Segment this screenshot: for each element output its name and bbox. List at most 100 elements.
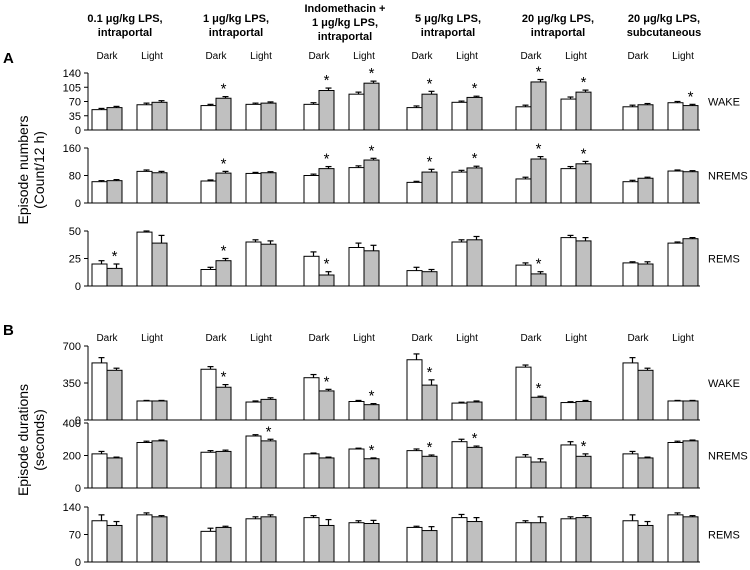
bar [245, 172, 262, 204]
panel-label-b: B [3, 322, 14, 339]
bar [348, 93, 365, 131]
bar [667, 442, 684, 489]
bar [451, 517, 468, 563]
bar [466, 239, 483, 287]
bar [560, 518, 577, 563]
bar [318, 168, 335, 204]
phase-label-dark: Dark [308, 51, 330, 62]
y-tick-label: 0 [75, 281, 81, 293]
bar [303, 255, 320, 287]
significance-star: * [112, 248, 118, 265]
phase-label-dark: Dark [96, 333, 118, 344]
bar [451, 402, 468, 421]
bar [575, 91, 592, 131]
state-label-rems: REMS [708, 530, 740, 542]
bar [200, 530, 217, 563]
y-tick-label: 140 [63, 502, 81, 514]
bar [260, 102, 277, 131]
condition-1-line1: 0.1 μg/kg LPS, [87, 13, 162, 25]
y-title-a-line1: Episode numbers [15, 116, 31, 225]
bar [637, 457, 654, 489]
bar [91, 181, 108, 204]
bar [466, 521, 483, 563]
bar [91, 362, 108, 421]
condition-3-line3: intraportal [318, 31, 372, 43]
bar [421, 530, 438, 563]
bar [245, 241, 262, 287]
bar [575, 163, 592, 204]
significance-star: * [581, 145, 587, 162]
significance-star: * [536, 256, 542, 273]
bar [530, 522, 547, 563]
bar [667, 400, 684, 421]
bar [260, 243, 277, 287]
significance-star: * [688, 88, 694, 105]
bar [515, 264, 532, 287]
y-title-b-line2: (seconds) [31, 409, 47, 470]
significance-star: * [427, 364, 433, 381]
significance-star: * [536, 380, 542, 397]
phase-label-dark: Dark [627, 51, 649, 62]
bar [363, 82, 380, 131]
subplot-a-wake: 0 35 70 105 140 WAKE * * * * * * * * [63, 64, 740, 137]
significance-star: * [221, 369, 227, 386]
y-tick-label: 0 [75, 483, 81, 495]
condition-6-line2: subcutaneous [627, 27, 702, 39]
bar [151, 242, 168, 287]
bar [637, 369, 654, 421]
bar [451, 101, 468, 131]
subplot-b-nrems: 0 200 400 NREMS * * * * * [63, 418, 748, 495]
phase-label-light: Light [672, 333, 694, 344]
bar [406, 359, 423, 421]
bar [466, 96, 483, 131]
condition-6-line1: 20 μg/kg LPS, [628, 13, 700, 25]
bar [215, 450, 232, 489]
bar [136, 514, 153, 563]
bar [260, 516, 277, 563]
phase-label-dark: Dark [96, 51, 118, 62]
bar [530, 81, 547, 131]
significance-star: * [369, 442, 375, 459]
state-label-nrems: NREMS [708, 171, 748, 183]
significance-star: * [472, 430, 478, 447]
bar [637, 524, 654, 563]
y-tick-label: 50 [69, 226, 81, 238]
phase-label-light: Light [141, 51, 163, 62]
bar [406, 107, 423, 131]
phase-label-dark: Dark [411, 51, 433, 62]
phase-label-light: Light [353, 51, 375, 62]
significance-star: * [536, 64, 542, 81]
bar [215, 260, 232, 287]
bar [667, 514, 684, 563]
state-label-nrems: NREMS [708, 451, 748, 463]
bar [515, 178, 532, 204]
phase-label-light: Light [565, 51, 587, 62]
y-title-b-line1: Episode durations [15, 384, 31, 496]
bar [91, 453, 108, 489]
bar [515, 522, 532, 563]
bar [136, 170, 153, 204]
bar [622, 520, 639, 563]
bar [200, 451, 217, 489]
bar [451, 241, 468, 287]
bar [348, 167, 365, 204]
subplot-a-rems: 0 25 50 REMS * * * * [69, 226, 740, 293]
bar [682, 238, 699, 287]
bar [151, 101, 168, 131]
bar [406, 450, 423, 489]
phase-label-light: Light [565, 333, 587, 344]
bar [622, 106, 639, 131]
bar [515, 106, 532, 131]
bar [466, 401, 483, 421]
bar [91, 109, 108, 131]
bar [451, 171, 468, 204]
phase-label-dark: Dark [627, 333, 649, 344]
significance-star: * [472, 80, 478, 97]
bar [245, 518, 262, 563]
bar [318, 457, 335, 489]
bar [515, 456, 532, 489]
bar [682, 105, 699, 131]
bar [421, 271, 438, 287]
bar [560, 402, 577, 421]
